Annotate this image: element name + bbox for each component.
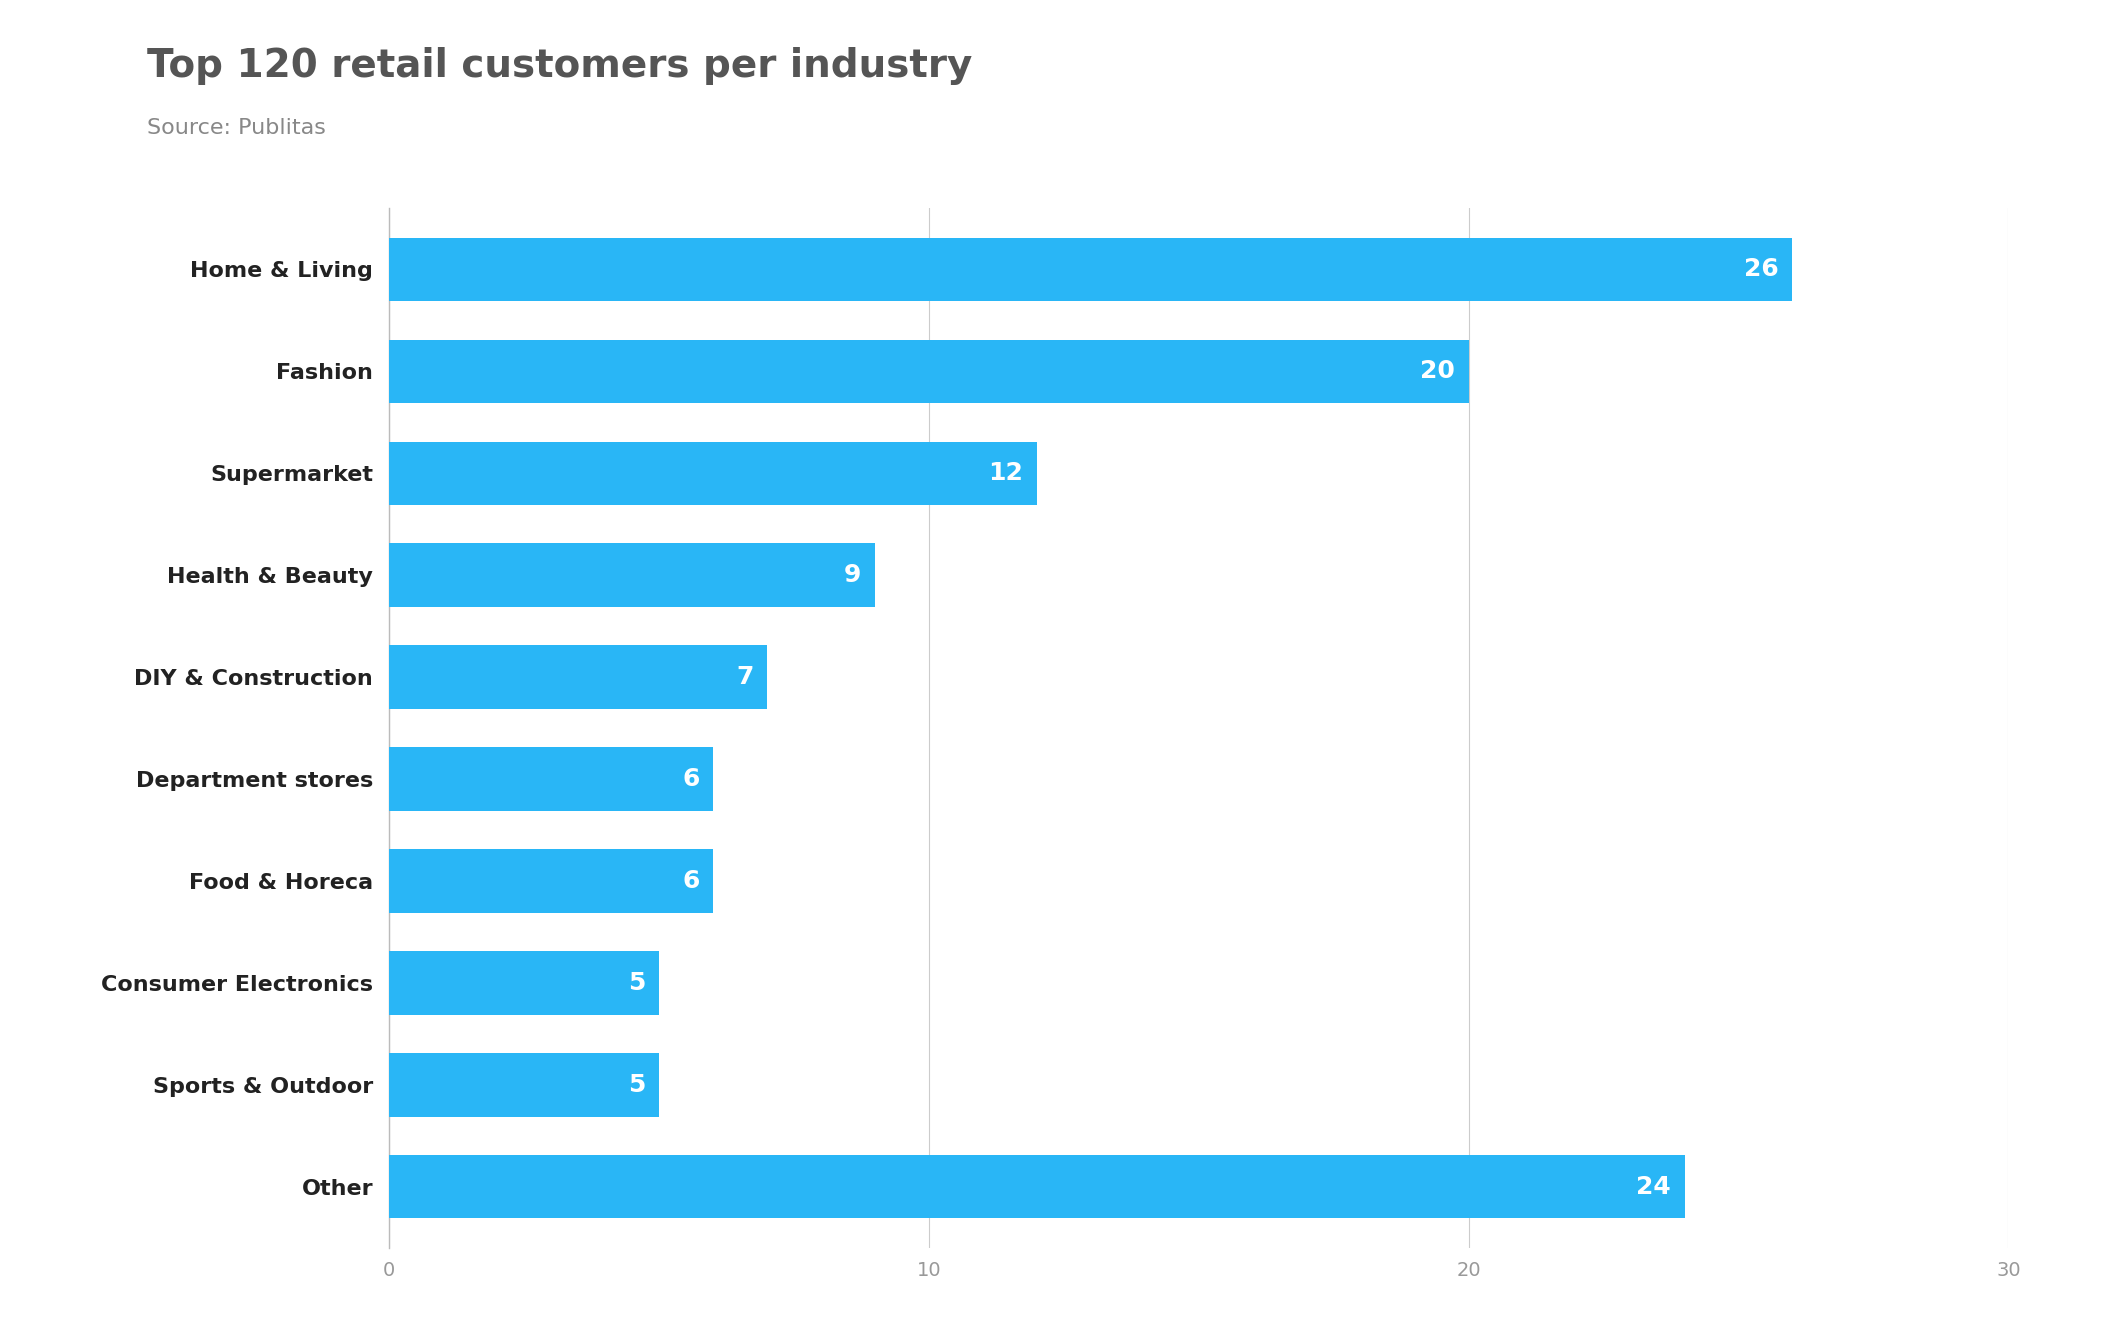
Bar: [389, 340, 1468, 403]
Bar: [389, 747, 713, 811]
Text: 20: 20: [1420, 360, 1455, 384]
Text: 6: 6: [681, 768, 700, 790]
Text: 24: 24: [1636, 1174, 1672, 1198]
Bar: [389, 849, 713, 913]
Bar: [389, 951, 658, 1015]
Text: 6: 6: [681, 870, 700, 892]
Text: 26: 26: [1743, 258, 1779, 282]
Text: Top 120 retail customers per industry: Top 120 retail customers per industry: [147, 47, 972, 85]
Text: 5: 5: [629, 972, 646, 994]
Bar: [389, 646, 768, 709]
Text: 12: 12: [988, 462, 1024, 484]
Bar: [389, 1053, 658, 1117]
Text: 7: 7: [736, 666, 753, 688]
Text: 9: 9: [843, 564, 862, 586]
Text: Source: Publitas: Source: Publitas: [147, 118, 326, 138]
Text: 5: 5: [629, 1072, 646, 1096]
Bar: [389, 1155, 1685, 1219]
Bar: [389, 442, 1037, 505]
Bar: [389, 238, 1792, 301]
Bar: [389, 544, 875, 607]
